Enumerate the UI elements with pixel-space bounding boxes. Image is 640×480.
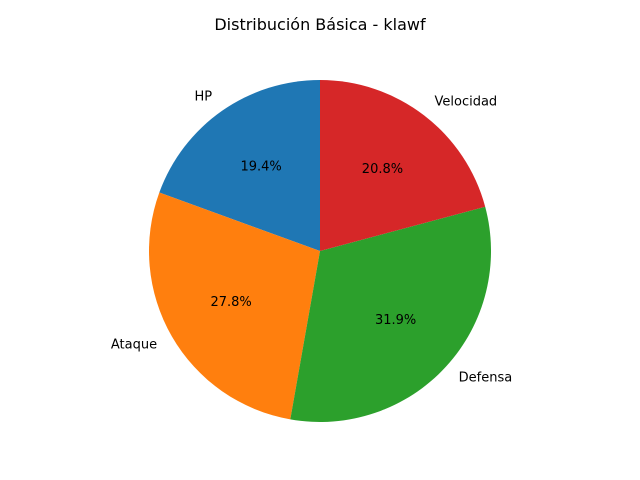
percent-label-hp: 19.4% [240, 159, 281, 174]
pie-slice-ataque [149, 192, 320, 420]
pie-slices [149, 80, 491, 422]
percent-label-defensa: 31.9% [375, 313, 416, 328]
slice-label-hp: HP [194, 89, 212, 104]
pie-slice-defensa [290, 206, 491, 422]
percent-label-velocidad: 20.8% [362, 162, 403, 177]
pie-slice-velocidad [320, 80, 486, 251]
slice-label-ataque: Ataque [111, 338, 157, 353]
percent-label-ataque: 27.8% [210, 295, 251, 310]
pie-slice-hp [159, 80, 320, 251]
chart-title: Distribución Básica - klawf [214, 15, 426, 34]
pie-labels: HP 19.4% Ataque 27.8% Defensa 31.9% Velocidad 2… [111, 89, 512, 385]
slice-label-velocidad: Velocidad [435, 94, 498, 109]
slice-label-defensa: Defensa [459, 371, 513, 386]
